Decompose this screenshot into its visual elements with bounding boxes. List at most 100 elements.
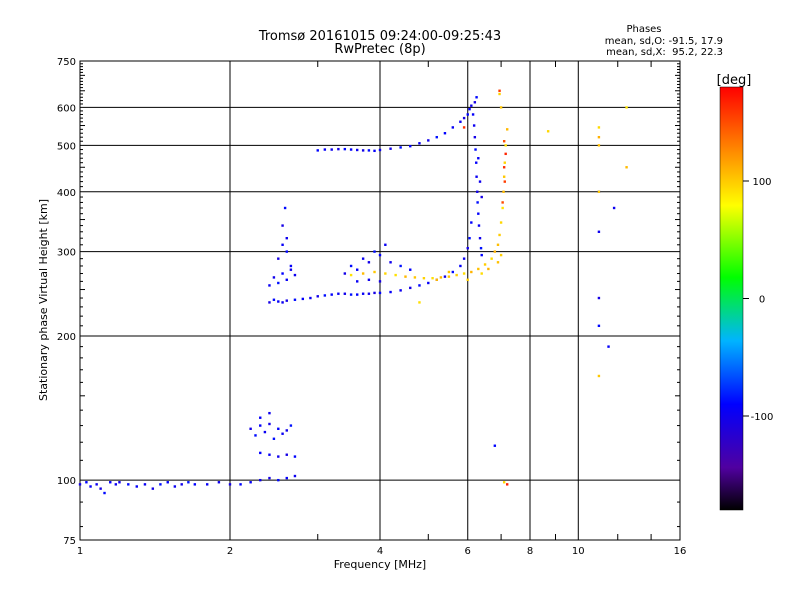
colorbar-tick-label: -100 xyxy=(751,412,774,423)
data-point-x xyxy=(435,278,438,281)
data-point-o xyxy=(95,483,98,486)
data-point-o xyxy=(435,135,438,139)
data-point-o xyxy=(135,485,138,488)
data-point-o xyxy=(475,96,478,99)
x-tick-label: 4 xyxy=(377,546,383,557)
data-point-o xyxy=(268,411,271,415)
data-point-o xyxy=(474,148,477,151)
data-point-o xyxy=(285,278,288,281)
data-point-x xyxy=(597,144,601,147)
data-point-o xyxy=(597,230,601,233)
x-tick-label: 16 xyxy=(674,546,687,557)
data-point-o xyxy=(367,261,371,264)
data-point-o xyxy=(337,147,340,151)
data-point-x xyxy=(502,166,506,169)
data-point-o xyxy=(466,113,469,116)
data-point-o xyxy=(361,149,365,152)
data-point-x xyxy=(502,175,506,178)
data-point-x xyxy=(487,267,490,271)
data-point-x xyxy=(466,278,469,281)
data-point-o xyxy=(459,264,462,268)
y-tick-label: 100 xyxy=(57,476,76,487)
data-point-o xyxy=(293,455,297,458)
data-point-o xyxy=(281,301,284,304)
data-point-x xyxy=(493,250,497,253)
y-tick-label: 300 xyxy=(57,248,76,259)
data-point-o xyxy=(480,253,483,257)
data-point-x xyxy=(480,272,483,275)
data-point-x xyxy=(496,261,500,264)
data-point-o xyxy=(399,289,402,292)
data-point-o xyxy=(373,291,376,295)
data-point-o xyxy=(301,297,305,301)
data-point-o xyxy=(472,124,476,127)
data-point-x xyxy=(597,190,601,193)
data-point-o xyxy=(263,430,267,434)
data-point-o xyxy=(480,195,483,199)
data-point-x xyxy=(447,270,451,274)
data-point-o xyxy=(259,424,262,427)
data-point-x xyxy=(502,190,505,193)
data-point-o xyxy=(330,293,333,296)
data-point-o xyxy=(272,298,276,301)
data-point-o xyxy=(277,281,280,285)
data-point-o xyxy=(473,135,477,139)
data-point-o xyxy=(285,476,288,480)
y-tick-label: 500 xyxy=(57,141,76,152)
data-point-x xyxy=(462,126,466,129)
data-point-o xyxy=(477,224,481,227)
data-point-x xyxy=(384,272,387,275)
data-point-o xyxy=(281,243,284,246)
data-point-o xyxy=(85,481,88,484)
data-point-o xyxy=(471,113,475,116)
data-point-x xyxy=(503,161,506,164)
data-point-x xyxy=(504,152,507,156)
data-point-o xyxy=(399,264,402,268)
data-point-o xyxy=(259,416,262,419)
data-point-o xyxy=(475,175,478,178)
data-point-o xyxy=(466,246,469,250)
data-point-x xyxy=(498,233,501,237)
data-point-o xyxy=(109,481,112,484)
data-point-x xyxy=(447,275,451,278)
data-point-o xyxy=(378,280,382,283)
data-point-o xyxy=(476,190,479,193)
data-point-o xyxy=(367,149,371,152)
data-point-o xyxy=(349,293,353,296)
y-axis-label: Stationary phase Virtual Height [km] xyxy=(37,199,50,401)
data-point-o xyxy=(427,281,430,285)
data-point-o xyxy=(355,280,359,283)
data-point-o xyxy=(389,261,392,264)
data-point-o xyxy=(268,476,271,480)
data-point-o xyxy=(468,236,471,240)
data-point-o xyxy=(373,250,376,253)
data-point-o xyxy=(373,149,376,153)
legend-title: Phases xyxy=(626,24,661,35)
data-point-x xyxy=(504,144,507,147)
data-point-o xyxy=(293,273,297,277)
data-point-o xyxy=(367,292,371,295)
legend-entry-o: mean, sd,O: -91.5, 17.9 xyxy=(605,36,723,47)
data-point-o xyxy=(378,148,382,152)
data-point-o xyxy=(384,243,387,246)
data-point-x xyxy=(505,128,509,131)
data-point-o xyxy=(378,291,382,295)
y-tick-label: 600 xyxy=(57,103,76,114)
data-point-o xyxy=(378,253,382,257)
data-point-o xyxy=(316,149,319,152)
colorbar-tick-label: 100 xyxy=(752,177,771,188)
data-point-o xyxy=(443,132,447,135)
data-point-o xyxy=(355,148,359,152)
data-point-x xyxy=(597,374,601,378)
grid-lines xyxy=(80,61,680,540)
colorbar-ticks: 100 0 -100 xyxy=(743,177,773,423)
data-point-o xyxy=(459,120,462,123)
data-point-o xyxy=(78,483,82,486)
data-point-x xyxy=(501,201,504,204)
data-point-o xyxy=(118,481,121,484)
data-point-o xyxy=(268,422,271,426)
data-point-o xyxy=(477,157,480,160)
data-point-o xyxy=(283,206,287,210)
data-point-o xyxy=(476,201,479,204)
data-point-o xyxy=(409,268,412,271)
